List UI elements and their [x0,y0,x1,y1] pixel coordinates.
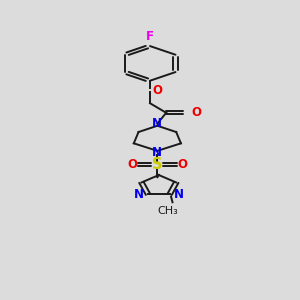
Text: N: N [134,188,144,201]
Text: S: S [152,157,163,172]
Text: N: N [174,188,184,201]
Text: F: F [146,30,154,43]
Text: CH₃: CH₃ [158,206,178,216]
Text: N: N [152,146,162,159]
Text: O: O [177,158,188,171]
Text: O: O [152,84,162,97]
Text: N: N [152,117,162,130]
Text: O: O [127,158,137,171]
Text: O: O [191,106,201,119]
